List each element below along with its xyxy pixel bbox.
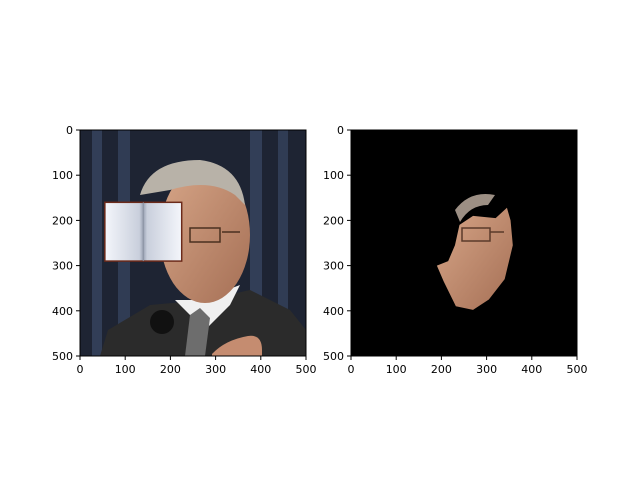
left-x-tick-label: 0 bbox=[77, 363, 84, 376]
right-y-tick-label: 100 bbox=[323, 169, 344, 182]
face bbox=[160, 167, 250, 303]
left-x-tick-label: 400 bbox=[250, 363, 271, 376]
right-y-tick-label: 400 bbox=[323, 305, 344, 318]
left-y-tick-label: 200 bbox=[52, 214, 73, 227]
left-x-tick-label: 500 bbox=[296, 363, 317, 376]
left-axis-ticks: 0 100 200 300 400 500 0 100 200 300 400 500 bbox=[52, 124, 317, 376]
left-x-tick-label: 300 bbox=[205, 363, 226, 376]
left-y-tick-label: 0 bbox=[66, 124, 73, 137]
right-y-tick-label: 300 bbox=[323, 260, 344, 273]
glasses bbox=[189, 227, 240, 243]
tie bbox=[185, 308, 210, 356]
right-x-tick-label: 200 bbox=[431, 363, 452, 376]
left-x-tick-label: 100 bbox=[115, 363, 136, 376]
right-image-panel: 0 100 200 300 400 500 0 100 200 300 400 500 bbox=[323, 124, 588, 376]
left-x-tick-label: 200 bbox=[160, 363, 181, 376]
right-x-tick-label: 500 bbox=[567, 363, 588, 376]
portrait-photo bbox=[80, 130, 306, 356]
left-y-tick-label: 400 bbox=[52, 305, 73, 318]
right-x-tick-label: 400 bbox=[521, 363, 542, 376]
left-image-panel: 0 100 200 300 400 500 0 100 200 300 400 500 bbox=[52, 124, 317, 376]
left-axes-frame bbox=[79, 129, 307, 357]
mask-hair bbox=[455, 194, 495, 222]
left-y-tick-label: 100 bbox=[52, 169, 73, 182]
hair bbox=[140, 160, 245, 205]
hand bbox=[212, 335, 262, 356]
left-y-tick-label: 500 bbox=[52, 350, 73, 363]
right-x-tick-label: 0 bbox=[348, 363, 355, 376]
right-axes-frame bbox=[350, 129, 578, 357]
right-y-tick-label: 200 bbox=[323, 214, 344, 227]
left-y-tick-label: 300 bbox=[52, 260, 73, 273]
mask-image bbox=[351, 130, 577, 356]
mask-glasses bbox=[461, 227, 504, 242]
right-x-tick-label: 300 bbox=[476, 363, 497, 376]
right-x-tick-label: 100 bbox=[386, 363, 407, 376]
right-y-tick-label: 0 bbox=[337, 124, 344, 137]
right-y-tick-label: 500 bbox=[323, 350, 344, 363]
segmented-face bbox=[436, 207, 513, 310]
book-overlay bbox=[104, 201, 183, 262]
right-axis-ticks: 0 100 200 300 400 500 0 100 200 300 400 500 bbox=[323, 124, 588, 376]
microphone bbox=[150, 310, 174, 334]
